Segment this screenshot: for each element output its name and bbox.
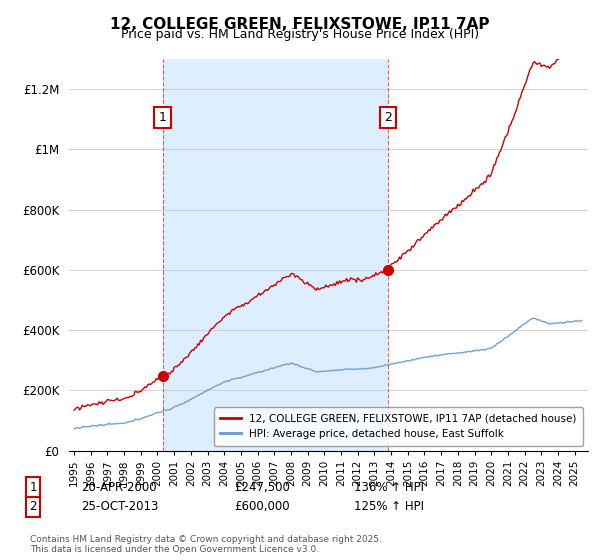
Text: 20-APR-2000: 20-APR-2000 bbox=[81, 480, 157, 494]
Bar bbox=[163, 59, 388, 451]
Text: 125% ↑ HPI: 125% ↑ HPI bbox=[354, 500, 424, 514]
Text: 2: 2 bbox=[29, 500, 37, 514]
Text: 12, COLLEGE GREEN, FELIXSTOWE, IP11 7AP: 12, COLLEGE GREEN, FELIXSTOWE, IP11 7AP bbox=[110, 17, 490, 32]
Text: £247,500: £247,500 bbox=[234, 480, 290, 494]
Text: Price paid vs. HM Land Registry's House Price Index (HPI): Price paid vs. HM Land Registry's House … bbox=[121, 28, 479, 41]
Text: 2: 2 bbox=[384, 111, 392, 124]
Legend: 12, COLLEGE GREEN, FELIXSTOWE, IP11 7AP (detached house), HPI: Average price, de: 12, COLLEGE GREEN, FELIXSTOWE, IP11 7AP … bbox=[214, 408, 583, 446]
Text: 1: 1 bbox=[158, 111, 167, 124]
Text: 136% ↑ HPI: 136% ↑ HPI bbox=[354, 480, 424, 494]
Text: 1: 1 bbox=[29, 480, 37, 494]
Text: Contains HM Land Registry data © Crown copyright and database right 2025.
This d: Contains HM Land Registry data © Crown c… bbox=[30, 535, 382, 554]
Text: 25-OCT-2013: 25-OCT-2013 bbox=[81, 500, 158, 514]
Text: £600,000: £600,000 bbox=[234, 500, 290, 514]
